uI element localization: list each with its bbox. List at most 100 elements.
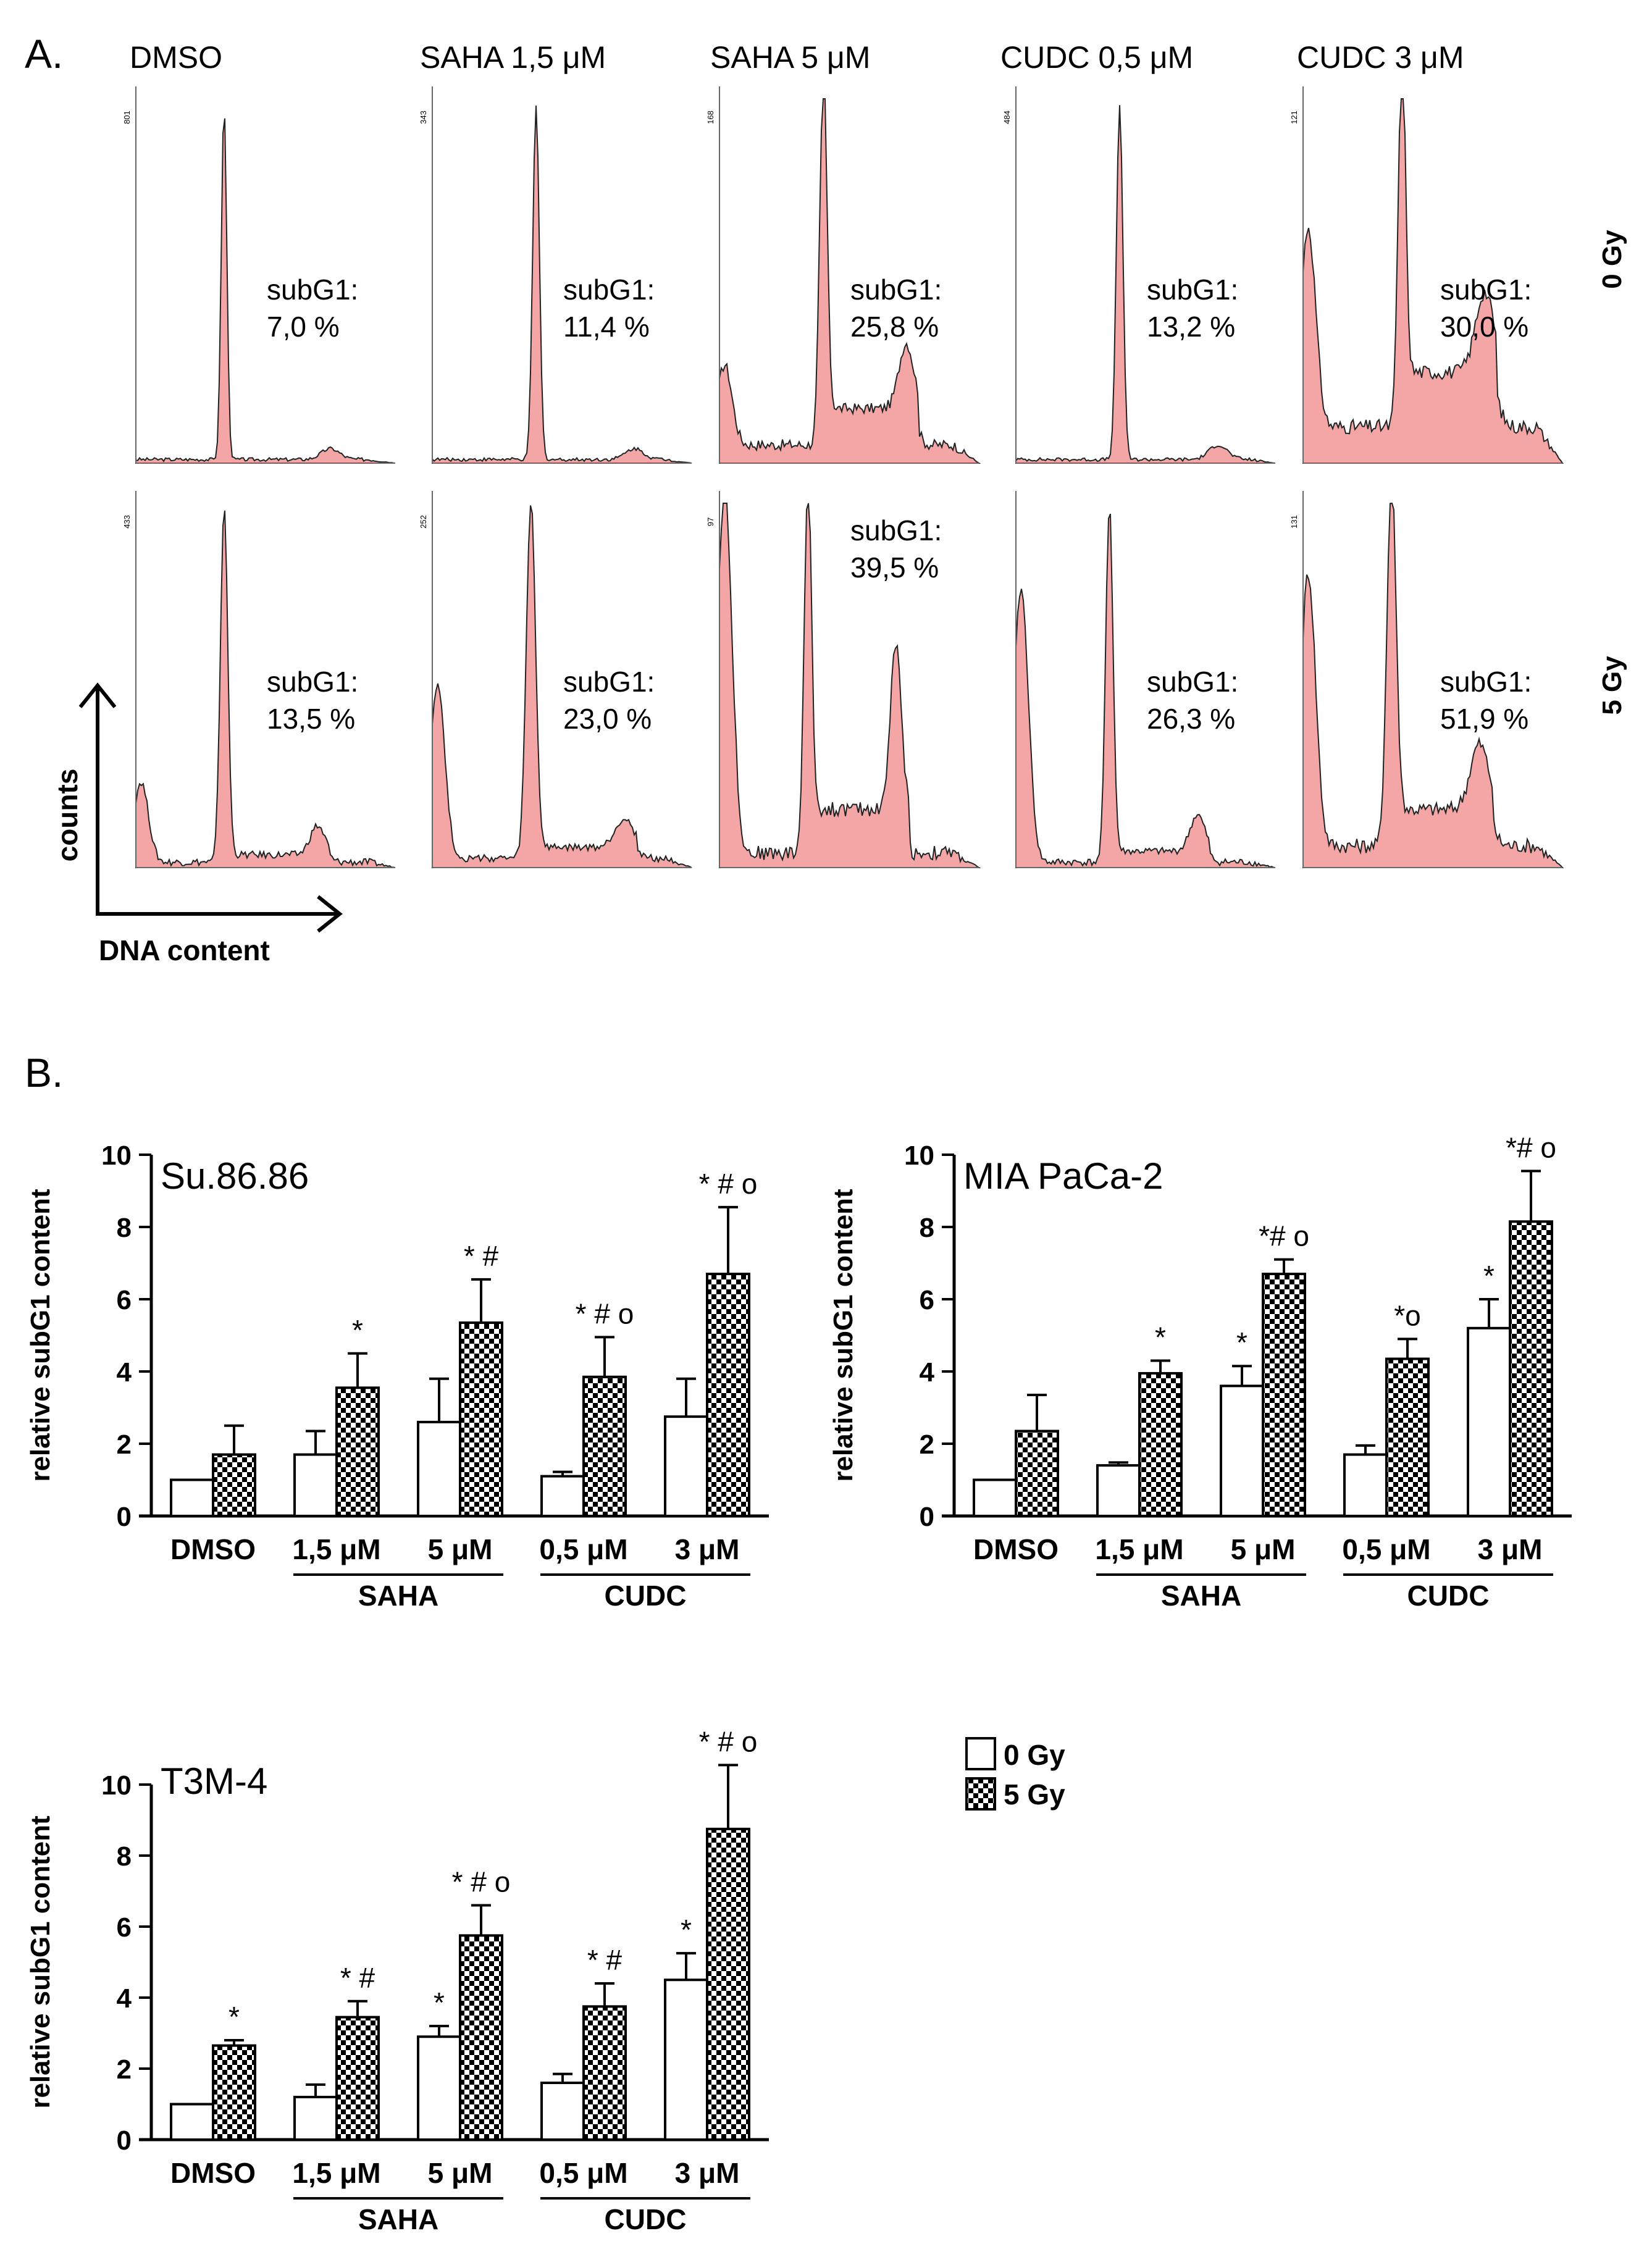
legend-swatch-0gy	[965, 1737, 996, 1770]
counts-arrow-head	[78, 682, 117, 708]
bar-0gy	[1467, 1326, 1511, 1518]
significance-label: *	[352, 1314, 363, 1346]
group-label: SAHA	[1161, 1580, 1241, 1612]
histogram-ymax: 131	[1289, 515, 1299, 529]
subg1-value: 11,4 %	[563, 311, 650, 343]
category-label: 1,5 μM	[1095, 1533, 1183, 1565]
category-label: 5 μM	[1231, 1533, 1296, 1565]
y-tick-label: 4	[117, 1357, 132, 1388]
dna-arrow-head	[317, 895, 343, 933]
bar-5gy	[582, 1375, 627, 1517]
subg1-value: 51,9 %	[1440, 703, 1528, 735]
column-header-cudc-low: CUDC 0,5 μM	[1000, 40, 1193, 75]
subg1-value: 7,0 %	[267, 311, 340, 343]
significance-label: * # o	[699, 1168, 758, 1200]
histogram-ymax: 801	[122, 111, 132, 124]
bar-5gy	[459, 1321, 503, 1517]
histogram-area	[432, 105, 692, 464]
bar-5gy	[1015, 1430, 1059, 1517]
bar-0gy	[1343, 1453, 1388, 1518]
subg1-label: subG1:	[1440, 274, 1532, 306]
bar-5gy	[459, 1934, 503, 2141]
chart-title: T3M-4	[161, 1761, 267, 1802]
histogram-area	[1015, 105, 1276, 464]
legend-label-5gy: 5 Gy	[1004, 1778, 1065, 1811]
histogram-saha-high-5gy: 97 subG1: 39,5 %	[706, 491, 981, 868]
histogram-dmso-0gy: 801 subG1: 7,0 %	[122, 86, 396, 464]
significance-label: *	[681, 1914, 692, 1946]
histogram-row-5gy: 433 subG1: 13,5 % 252 subG1: 23,0 % 97 s…	[122, 491, 1564, 868]
significance-label: *	[1483, 1260, 1495, 1292]
category-label: 5 μM	[428, 2157, 493, 2189]
column-headers: DMSO SAHA 1,5 μM SAHA 5 μM CUDC 0,5 μM C…	[130, 40, 1464, 75]
bar-0gy	[170, 1478, 214, 1517]
y-tick-label: 2	[117, 1430, 132, 1460]
legend: 0 Gy 5 Gy	[965, 1737, 1065, 1811]
significance-label: * #	[587, 1944, 623, 1976]
histogram-saha-high-0gy: 168 subG1: 25,8 %	[706, 86, 981, 464]
significance-label: * #	[464, 1240, 499, 1272]
category-label: 5 μM	[428, 1533, 493, 1565]
group-label: CUDC	[1407, 1580, 1490, 1612]
subg1-value: 25,8 %	[850, 311, 939, 343]
y-axis-label: relative subG1 content	[25, 1815, 56, 2109]
significance-label: * #	[340, 1962, 375, 1994]
y-tick-label: 8	[117, 1841, 132, 1872]
bar-5gy	[212, 1453, 256, 1518]
category-label: DMSO	[170, 2157, 256, 2189]
category-label: 0,5 μM	[539, 1533, 627, 1565]
category-label: DMSO	[170, 1533, 256, 1565]
y-tick-label: 6	[920, 1285, 934, 1315]
dna-content-axis-label: DNA content	[99, 934, 270, 966]
category-label: 3 μM	[1478, 1533, 1543, 1565]
bar-0gy	[170, 2103, 214, 2141]
histogram-area	[1015, 513, 1276, 868]
panel-a-label: A.	[25, 31, 63, 77]
histogram-ymax: 168	[706, 111, 715, 124]
subg1-value: 39,5 %	[850, 551, 939, 584]
chart-title: Su.86.86	[161, 1155, 309, 1197]
significance-label: *# o	[1506, 1131, 1556, 1163]
subg1-label: subG1:	[850, 274, 942, 306]
significance-label: *	[1155, 1321, 1166, 1353]
row-label-5gy: 5 Gy	[1597, 656, 1627, 715]
subg1-label: subG1:	[1440, 666, 1532, 698]
significance-label: * # o	[452, 1866, 511, 1898]
y-axis-label: relative subG1 content	[25, 1189, 56, 1482]
significance-label: * # o	[699, 1725, 758, 1757]
category-label: 0,5 μM	[1342, 1533, 1430, 1565]
histogram-area	[135, 118, 396, 464]
significance-label: * # o	[576, 1297, 634, 1329]
y-tick-label: 10	[101, 1770, 132, 1801]
histogram-ymax: 484	[1002, 111, 1012, 124]
bar-0gy	[1096, 1464, 1141, 1518]
bar-0gy	[1220, 1384, 1264, 1517]
y-tick-label: 8	[117, 1213, 132, 1243]
bar-5gy	[1262, 1273, 1306, 1518]
bar-5gy	[212, 2044, 256, 2141]
significance-label: *	[229, 2001, 240, 2033]
subg1-value: 13,2 %	[1147, 311, 1235, 343]
row-label-0gy: 0 Gy	[1597, 230, 1627, 289]
category-label: DMSO	[973, 1533, 1059, 1565]
chart-mia-paca2: MIA PaCa-2 relative subG1 content 0 2 4 6 8 10 D…	[828, 1131, 1572, 1612]
histogram-ymax: 433	[122, 515, 132, 529]
y-tick-label: 10	[904, 1141, 934, 1171]
column-header-saha-low: SAHA 1,5 μM	[420, 40, 606, 75]
bar-0gy	[540, 2082, 585, 2141]
histogram-saha-low-5gy: 252 subG1: 23,0 %	[419, 491, 692, 868]
y-axis-label: relative subG1 content	[828, 1189, 858, 1482]
group-label: CUDC	[605, 1580, 687, 1612]
y-tick-label: 4	[920, 1357, 935, 1388]
histogram-area	[719, 98, 981, 464]
category-label: 3 μM	[675, 2157, 740, 2189]
group-label: CUDC	[605, 2203, 687, 2235]
bar-5gy	[1385, 1357, 1430, 1517]
histogram-ymax: 121	[1289, 111, 1299, 124]
bar-5gy	[335, 1386, 380, 1517]
y-tick-label: 0	[117, 1502, 132, 1532]
column-header-dmso: DMSO	[130, 40, 222, 75]
bar-0gy	[540, 1475, 585, 1517]
bar-0gy	[973, 1478, 1017, 1517]
